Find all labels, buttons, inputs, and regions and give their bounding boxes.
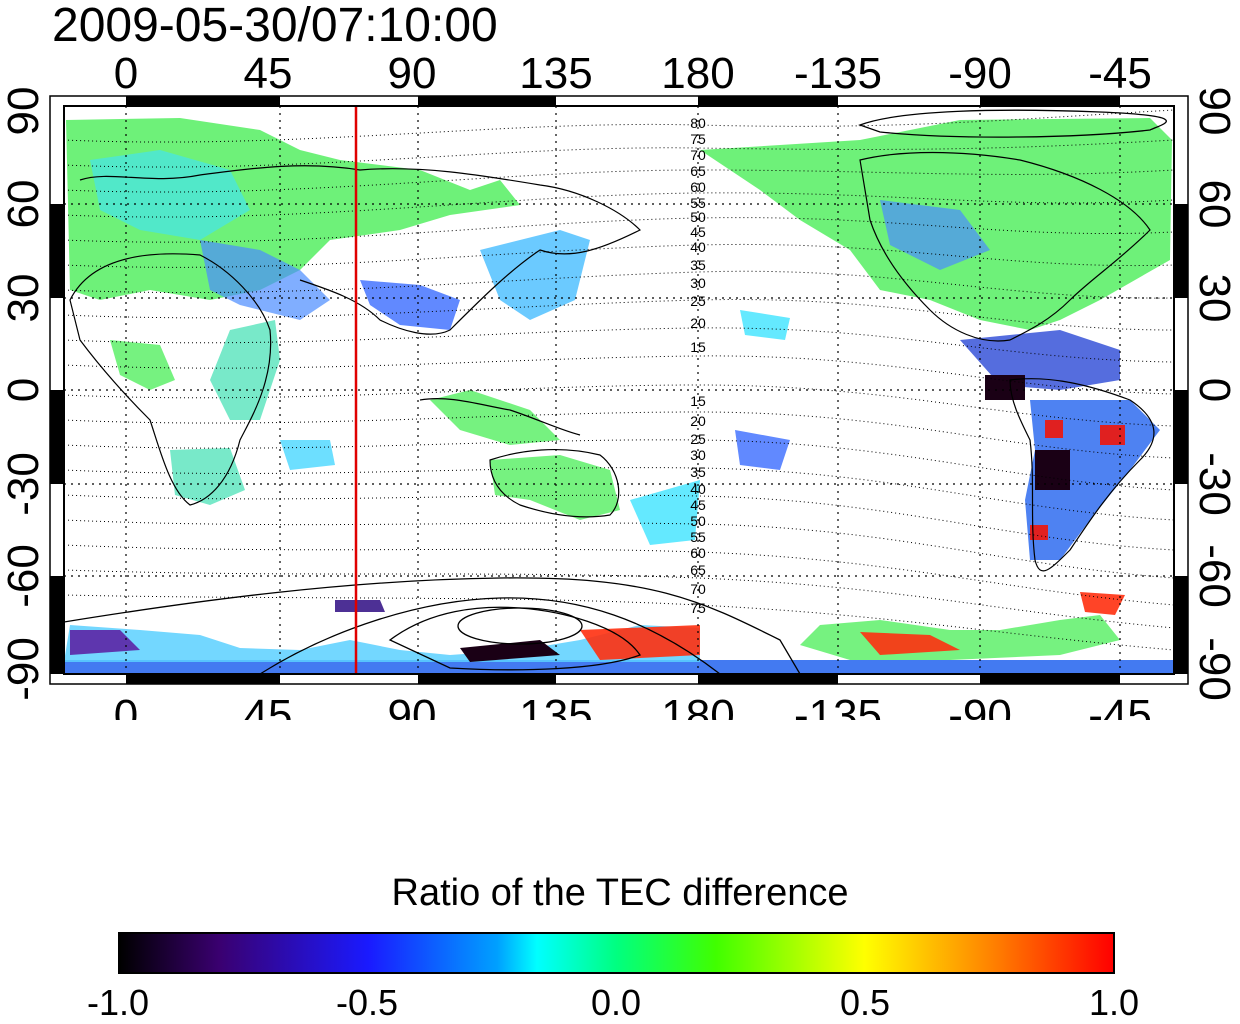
contour-label: 20 (690, 315, 706, 331)
contour-label: 75 (690, 131, 706, 147)
top-tick-label: 0 (114, 49, 138, 98)
right-tick-label: -60 (1190, 544, 1239, 608)
contour-label: 45 (690, 497, 706, 513)
bottom-tick-label: -135 (794, 691, 882, 720)
colorbar-tick-label: 0.5 (839, 982, 891, 1023)
bottom-tick-label: 180 (661, 691, 734, 720)
bottom-tick-label: -90 (948, 691, 1012, 720)
top-tick-label: 135 (519, 49, 592, 98)
contour-label: 75 (690, 600, 706, 616)
bottom-tick-label: -45 (1088, 691, 1152, 720)
contour-label: 60 (690, 545, 706, 561)
contour-label: 20 (690, 413, 706, 429)
left-tick-label: 60 (0, 180, 48, 229)
colorbar-tick-label: -1.0 (86, 982, 150, 1023)
contour-label: 55 (690, 529, 706, 545)
contour-label: 30 (690, 447, 706, 463)
map-timestamp-title: 2009-05-30/07:10:00 (52, 0, 498, 52)
contour-label: 35 (690, 257, 706, 273)
contour-label: 35 (690, 464, 706, 480)
bottom-tick-label: 135 (519, 691, 592, 720)
top-tick-label: 180 (661, 49, 734, 98)
contour-label: 70 (690, 581, 706, 597)
contour-label: 15 (690, 339, 706, 355)
top-tick-label: 90 (388, 49, 437, 98)
auroral-oval-contours (64, 109, 1167, 674)
right-tick-label: -90 (1190, 637, 1239, 701)
contour-label: 30 (690, 275, 706, 291)
colorbar-tick-label: 1.0 (1088, 982, 1140, 1023)
right-tick-label: 30 (1190, 274, 1239, 323)
colorbar (118, 932, 1115, 974)
left-tick-label: 0 (0, 378, 48, 402)
bottom-tick-label: 45 (244, 691, 293, 720)
frame-bars (50, 96, 1188, 684)
colorbar-title: Ratio of the TEC difference (391, 872, 849, 914)
grid-lines (64, 106, 1174, 674)
left-tick-label: -30 (0, 452, 48, 516)
contour-label: 25 (690, 431, 706, 447)
contour-label: 40 (690, 481, 706, 497)
left-tick-label: 30 (0, 274, 48, 323)
top-tick-label: -45 (1088, 49, 1152, 98)
contour-label: 25 (690, 293, 706, 309)
contour-label: 50 (690, 209, 706, 225)
bottom-tick-label: 90 (388, 691, 437, 720)
top-tick-label: -90 (948, 49, 1012, 98)
contour-label: 60 (690, 179, 706, 195)
magnetic-contours (64, 109, 1174, 651)
tec-map-plot: 0 45 90 135 180 -135 -90 -45 0 45 90 135… (0, 49, 1239, 720)
left-tick-label: -90 (0, 637, 48, 701)
tec-data-patches (64, 118, 1174, 674)
contour-label: 40 (690, 239, 706, 255)
contour-label: 70 (690, 147, 706, 163)
left-tick-label: -60 (0, 544, 48, 608)
contour-label: 45 (690, 224, 706, 240)
left-tick-label: 90 (0, 87, 48, 136)
contour-label: 65 (690, 163, 706, 179)
colorbar-tick-label: -0.5 (335, 982, 399, 1023)
top-tick-label: -135 (794, 49, 882, 98)
right-tick-label: 90 (1190, 87, 1239, 136)
right-tick-label: 0 (1190, 378, 1239, 402)
top-tick-label: 45 (244, 49, 293, 98)
bottom-tick-label: 0 (114, 691, 138, 720)
contour-label: 15 (690, 393, 706, 409)
contour-label: 80 (690, 115, 706, 131)
contour-label: 55 (690, 195, 706, 211)
right-tick-label: 60 (1190, 180, 1239, 229)
colorbar-tick-label: 0.0 (590, 982, 642, 1023)
right-tick-label: -30 (1190, 452, 1239, 516)
coastlines (69, 151, 1155, 572)
contour-label: 50 (690, 513, 706, 529)
contour-label: 65 (690, 562, 706, 578)
